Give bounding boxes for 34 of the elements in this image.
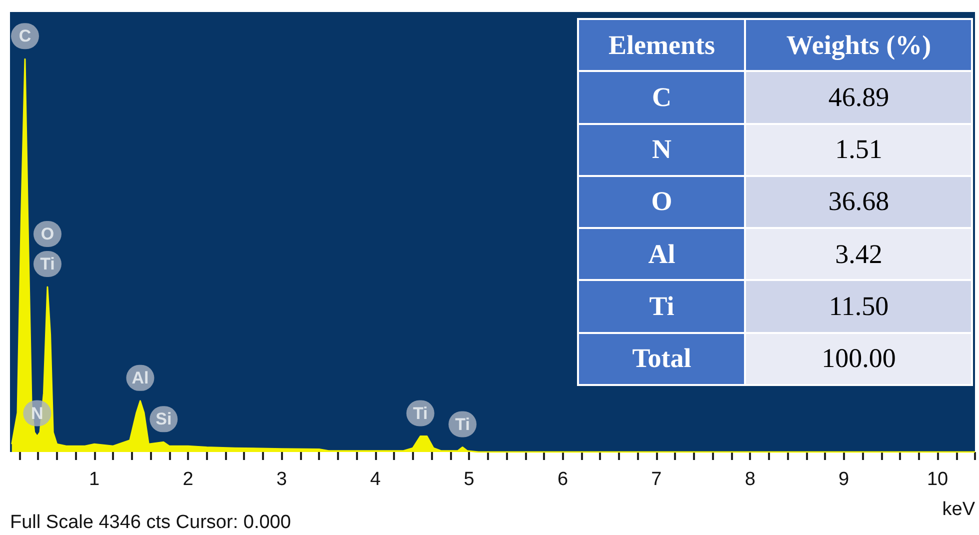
- x-tick-label: 6: [557, 469, 568, 490]
- category-label: C: [578, 71, 746, 124]
- x-axis-title: keV: [942, 499, 976, 520]
- category-label: O: [578, 176, 746, 228]
- category-label: N: [578, 124, 746, 176]
- annotation: Si: [156, 410, 172, 429]
- category-label: Ti: [578, 280, 746, 333]
- data-label: 1.51: [745, 124, 972, 176]
- data-label: 3.42: [745, 228, 972, 280]
- x-tick-label: 2: [182, 469, 194, 490]
- x-tick-label: 1: [89, 469, 100, 490]
- annotation: O: [40, 224, 54, 244]
- data-label: 100.00: [745, 332, 972, 385]
- x-tick-label: 4: [370, 469, 382, 490]
- annotation: Al: [132, 368, 149, 388]
- data-label: 11.50: [745, 280, 972, 333]
- annotation: Ti: [455, 414, 470, 434]
- x-tick-label: 8: [744, 469, 756, 490]
- annotation: Ti: [40, 254, 55, 274]
- x-tick-label: 5: [464, 469, 474, 490]
- annotation: Ti: [412, 404, 428, 423]
- annotation: N: [31, 404, 44, 423]
- x-tick-label: 3: [276, 469, 287, 490]
- data-label: 46.89: [745, 71, 972, 124]
- text: Weights (%): [745, 19, 972, 72]
- x-tick-label: 9: [838, 469, 850, 490]
- category-label: Al: [578, 228, 746, 280]
- data-label: 36.68: [745, 176, 972, 228]
- text: Full Scale 4346 cts Cursor: 0.000: [10, 512, 291, 533]
- annotation: C: [18, 26, 32, 46]
- text: Elements: [578, 19, 746, 72]
- x-tick-label: 7: [651, 469, 662, 490]
- category-label: Total: [578, 332, 746, 385]
- x-tick-label: 10: [926, 469, 948, 490]
